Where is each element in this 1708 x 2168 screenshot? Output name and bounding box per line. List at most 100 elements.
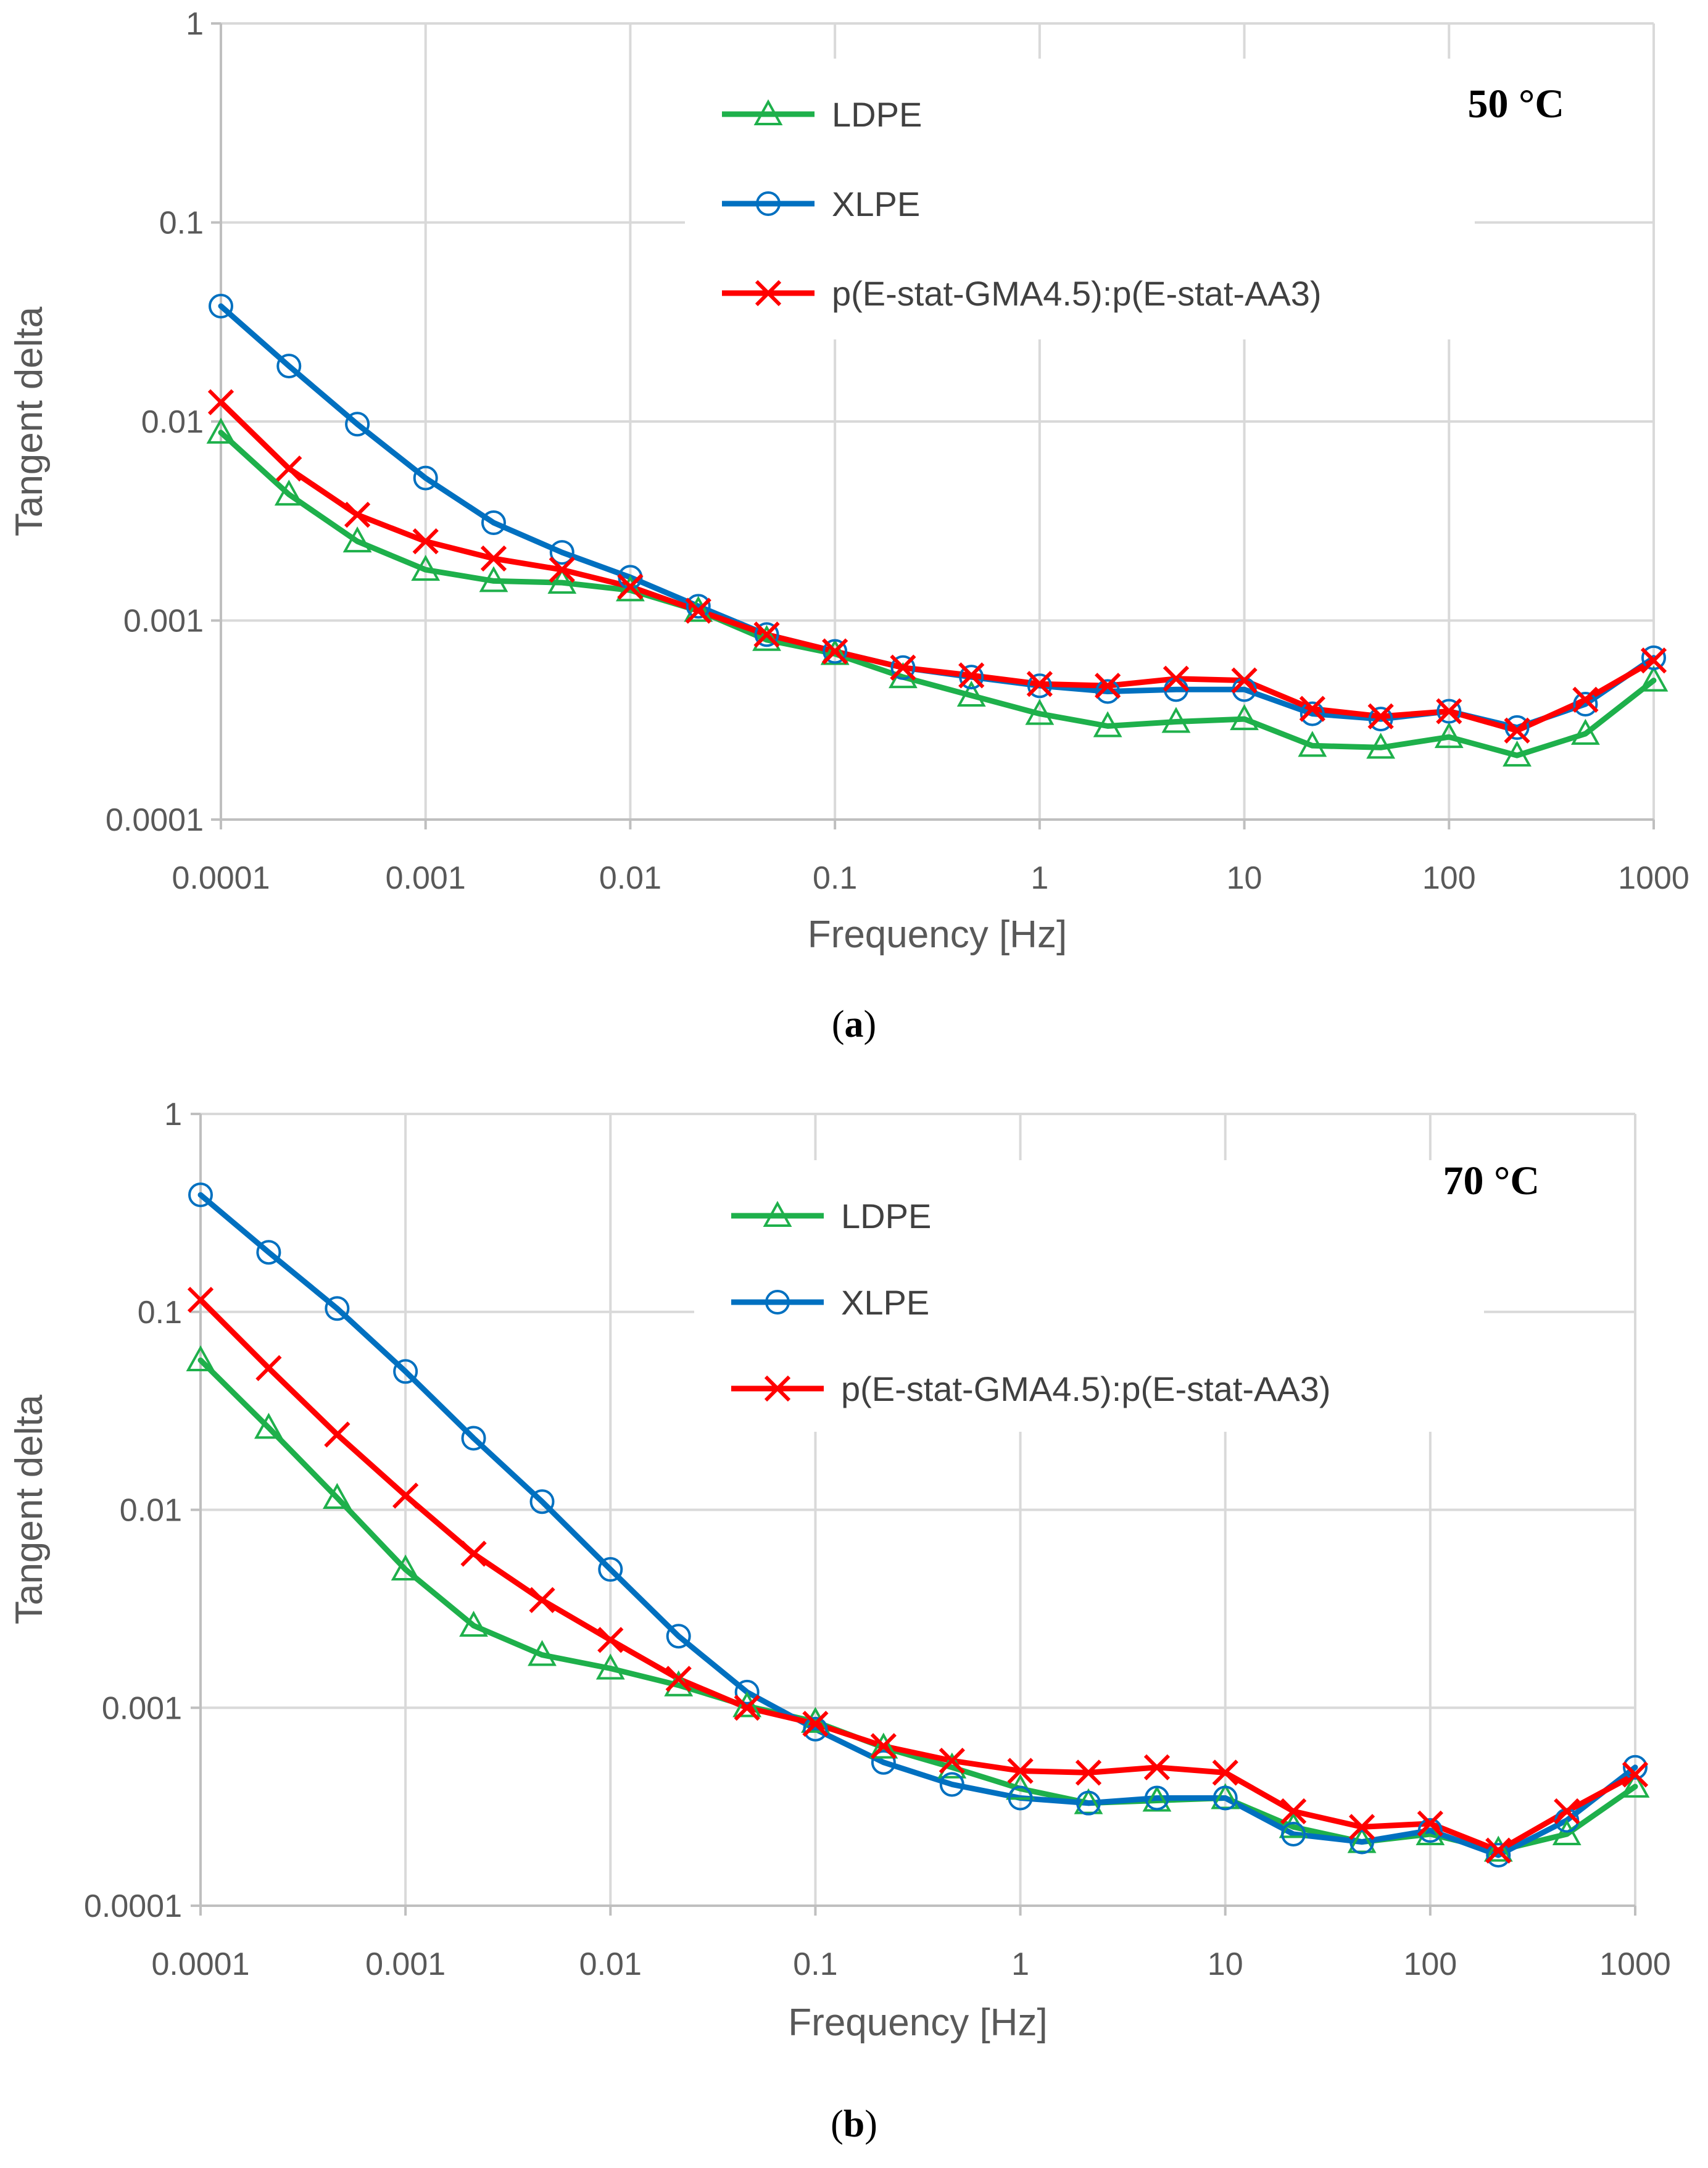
data-point-x [597,1627,624,1653]
data-point-x [665,1666,692,1692]
x-tick-label: 0.1 [793,1946,837,1982]
data-point-x [1007,1758,1034,1784]
legend-label: p(E-stat-GMA4.5):p(E-stat-AA3) [841,1369,1331,1408]
data-point-x [1640,647,1667,674]
data-point-circle [1486,1843,1511,1868]
series-line-circle [197,1192,1638,1858]
legend-label: p(E-stat-GMA4.5):p(E-stat-AA3) [832,274,1322,313]
data-point-triangle [547,567,577,594]
data-point-x [460,1540,487,1567]
data-point-circle [209,294,233,319]
data-point-circle [1349,1829,1375,1854]
data-point-triangle [1552,1819,1582,1845]
y-axis-title: Tangent delta [8,306,51,536]
data-point-triangle [616,575,645,602]
data-point-x [1075,1759,1102,1786]
data-point-x [392,1482,419,1509]
x-tick-label: 0.001 [386,860,466,896]
series-line-x [218,399,1657,734]
data-point-x [207,389,234,415]
data-point-circle [754,622,779,647]
data-point-circle [1504,715,1530,740]
data-point-circle [481,510,506,536]
data-point-x [412,528,439,555]
x-tick-label: 0.001 [365,1946,446,1982]
data-point-triangle [186,1345,215,1372]
data-point-triangle [322,1482,352,1510]
temperature-annotation: 70 °C [1443,1158,1540,1203]
x-tick-label: 0.01 [579,1946,642,1982]
y-tick-label: 0.01 [141,404,204,440]
x-tick-label: 1 [1011,1946,1029,1982]
y-axis-title: Tangent delta [8,1394,51,1624]
data-point-triangle [1161,707,1191,733]
x-tick-label: 0.0001 [151,1946,249,1982]
data-point-triangle [479,566,508,592]
data-point-triangle [732,1691,762,1717]
data-point-circle [1641,645,1666,670]
data-point-circle [686,594,711,619]
data-point-x [187,1287,214,1313]
legend-marker-triangle [753,99,783,125]
panel-caption: (a) [832,1003,876,1045]
data-point-circle [1417,1818,1443,1843]
data-point-triangle [459,1611,488,1637]
data-point-x [958,662,985,689]
data-point-triangle [1416,1819,1445,1845]
data-point-circle [871,1750,896,1775]
data-point-circle [1027,673,1052,699]
data-point-x [890,654,916,681]
data-point-circle [529,1489,555,1514]
data-point-x [939,1747,965,1774]
data-point-circle [823,639,848,664]
data-point-circle [256,1240,281,1265]
data-point-triangle [528,1640,557,1666]
y-tick-label: 1 [164,1097,182,1132]
y-tick-label: 0.001 [102,1690,182,1726]
data-point-triangle [206,417,236,444]
data-point-triangle [1142,1785,1172,1812]
x-tick-label: 10 [1227,860,1262,896]
data-point-circle [276,354,302,379]
data-point-triangle [1483,1835,1513,1862]
data-point-circle [345,412,370,437]
panel-b: 0.0001 0.001 0.01 0.1 1 10 100 1000 0.0001 0.001 0… [8,1097,1671,2145]
data-point-triangle [391,1554,420,1581]
data-point-x [685,597,711,624]
data-point-triangle [956,680,986,707]
data-point-x [1572,686,1599,713]
data-point-x [1143,1754,1171,1780]
data-point-circle [1368,707,1393,732]
data-point-circle [1076,1790,1101,1816]
x-tick-label: 1000 [1618,860,1689,896]
data-point-x [276,455,302,482]
data-point-x [480,545,507,572]
legend-marker-x [755,280,782,307]
y-tick-label: 0.001 [123,604,204,639]
data-point-x [1622,1761,1649,1788]
data-point-x [734,1695,760,1721]
data-point-x [344,501,371,528]
legend-label: XLPE [832,185,920,223]
data-point-circle [188,1182,213,1208]
data-point-circle [890,655,916,680]
data-point-circle [549,540,574,565]
data-point-triangle [1298,731,1327,757]
y-tick-label: 0.1 [159,206,204,241]
data-point-x [1231,667,1258,694]
x-tick-label: 100 [1422,860,1476,896]
data-point-circle [1008,1785,1033,1811]
legend-marker-triangle [763,1200,792,1227]
data-point-x [529,1587,555,1613]
y-tick-label: 0.01 [120,1493,182,1529]
data-point-x [870,1733,897,1759]
data-point-x [549,557,575,583]
data-point-triangle [684,596,713,622]
data-point-circle [413,465,438,491]
data-point-triangle [411,555,441,581]
panel-a: 0.0001 0.001 0.01 0.1 1 10 100 1000 0.0001 0.001 0… [8,6,1689,1045]
data-point-triangle [1434,722,1464,749]
data-point-x [255,1355,282,1381]
data-point-circle [939,1772,964,1797]
data-point-triangle [869,1732,898,1759]
